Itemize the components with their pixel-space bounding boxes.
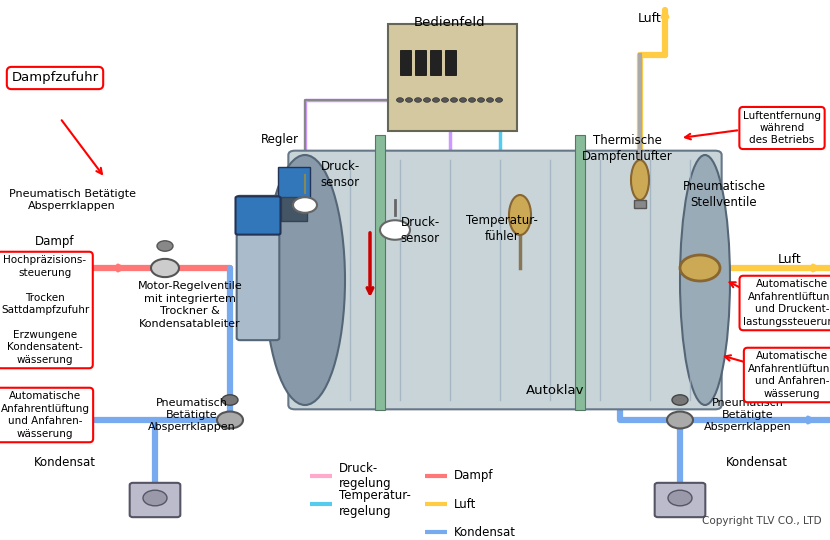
Circle shape bbox=[477, 98, 485, 102]
Circle shape bbox=[432, 98, 440, 102]
FancyBboxPatch shape bbox=[388, 24, 516, 131]
Text: Autoklav: Autoklav bbox=[525, 383, 584, 396]
Circle shape bbox=[217, 411, 243, 428]
Text: Luftentfernung
während
des Betriebs: Luftentfernung während des Betriebs bbox=[743, 111, 821, 145]
Text: Bedienfeld: Bedienfeld bbox=[414, 16, 486, 29]
Text: Temperatur-
regelung: Temperatur- regelung bbox=[339, 489, 411, 518]
Circle shape bbox=[414, 98, 422, 102]
Circle shape bbox=[143, 490, 167, 506]
Bar bbox=[375, 135, 385, 410]
FancyBboxPatch shape bbox=[278, 167, 310, 199]
Text: Automatische
Anfahrentlüftung
und Druckent-
lastungssteuerung: Automatische Anfahrentlüftung und Drucke… bbox=[743, 279, 830, 327]
FancyBboxPatch shape bbox=[281, 198, 307, 220]
FancyBboxPatch shape bbox=[236, 197, 281, 234]
Text: Pneumatisch
Betätigte
Absperrklappen: Pneumatisch Betätigte Absperrklappen bbox=[704, 397, 792, 433]
Circle shape bbox=[668, 490, 692, 506]
Text: Dampf: Dampf bbox=[35, 235, 75, 248]
Bar bbox=[400, 50, 411, 75]
Text: Motor-Regelventile
mit integriertem
Trockner &
Kondensatableiter: Motor-Regelventile mit integriertem Troc… bbox=[138, 281, 242, 329]
Circle shape bbox=[451, 98, 457, 102]
Circle shape bbox=[293, 197, 317, 213]
Ellipse shape bbox=[509, 195, 531, 235]
Text: Druck-
regelung: Druck- regelung bbox=[339, 462, 391, 490]
Circle shape bbox=[442, 98, 448, 102]
Text: Pneumatische
Stellventile: Pneumatische Stellventile bbox=[682, 180, 765, 210]
Ellipse shape bbox=[265, 155, 345, 405]
FancyBboxPatch shape bbox=[288, 151, 721, 409]
Ellipse shape bbox=[631, 160, 649, 200]
Circle shape bbox=[222, 395, 238, 405]
Text: Temperatur-
fühler: Temperatur- fühler bbox=[466, 213, 538, 242]
Text: Luft: Luft bbox=[779, 253, 802, 267]
Circle shape bbox=[680, 255, 720, 281]
Circle shape bbox=[460, 98, 466, 102]
Text: Druck-
sensor: Druck- sensor bbox=[400, 215, 440, 245]
Circle shape bbox=[406, 98, 413, 102]
Text: Copyright TLV CO., LTD: Copyright TLV CO., LTD bbox=[702, 516, 822, 526]
Circle shape bbox=[157, 241, 173, 251]
FancyBboxPatch shape bbox=[655, 483, 706, 517]
Text: Automatische
Anfahrentlüftung
und Anfahren-
wässerung: Automatische Anfahrentlüftung und Anfahr… bbox=[1, 392, 90, 438]
Text: Kondensat: Kondensat bbox=[454, 525, 515, 538]
Text: Automatische
Anfahrentlüftung
und Anfahren-
wässerung: Automatische Anfahrentlüftung und Anfahr… bbox=[748, 352, 830, 399]
Text: Pneumatisch
Betätigte
Absperrklappen: Pneumatisch Betätigte Absperrklappen bbox=[148, 397, 236, 433]
Circle shape bbox=[151, 259, 179, 277]
Bar bbox=[430, 50, 441, 75]
Text: Hochpräzisions-
steuerung

Trocken
Sattdampfzufuhr

Erzwungene
Kondensatent-
wäs: Hochpräzisions- steuerung Trocken Sattda… bbox=[1, 255, 89, 364]
Bar bbox=[445, 50, 456, 75]
Circle shape bbox=[672, 395, 688, 405]
Text: Pneumatisch Betätigte
Absperrklappen: Pneumatisch Betätigte Absperrklappen bbox=[8, 189, 135, 211]
Circle shape bbox=[468, 98, 476, 102]
Circle shape bbox=[397, 98, 403, 102]
Text: Dampf: Dampf bbox=[454, 469, 493, 483]
Text: Thermische
Dampfentlüfter: Thermische Dampfentlüfter bbox=[582, 133, 672, 163]
Text: Luft: Luft bbox=[638, 11, 662, 24]
Text: Druck-
sensor: Druck- sensor bbox=[320, 160, 359, 190]
Ellipse shape bbox=[680, 155, 730, 405]
Circle shape bbox=[496, 98, 502, 102]
Text: Regler: Regler bbox=[261, 133, 299, 146]
Circle shape bbox=[667, 411, 693, 428]
Text: Luft: Luft bbox=[454, 497, 476, 510]
Bar bbox=[415, 50, 426, 75]
Text: Kondensat: Kondensat bbox=[34, 456, 96, 469]
Text: Dampfzufuhr: Dampfzufuhr bbox=[12, 71, 99, 84]
FancyBboxPatch shape bbox=[129, 483, 180, 517]
Circle shape bbox=[380, 220, 410, 240]
FancyBboxPatch shape bbox=[237, 196, 280, 340]
Text: Kondensat: Kondensat bbox=[726, 456, 788, 469]
Bar bbox=[575, 135, 585, 410]
Bar bbox=[634, 200, 646, 208]
Circle shape bbox=[486, 98, 494, 102]
Circle shape bbox=[423, 98, 431, 102]
